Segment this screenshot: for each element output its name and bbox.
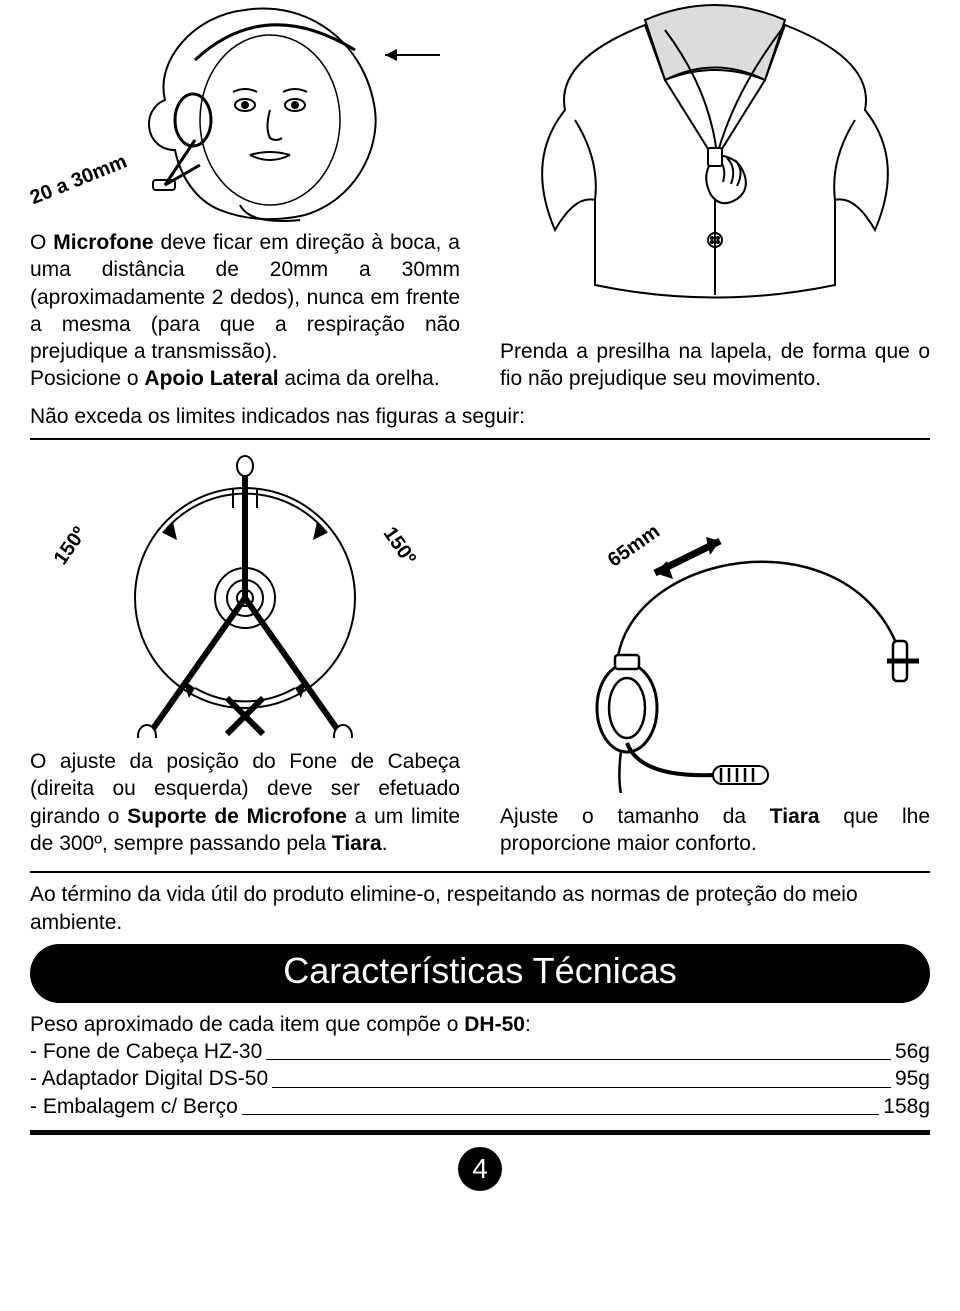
spec-row: - Adaptador Digital DS-50 95g (30, 1065, 930, 1092)
section1-right-text: Prenda a presilha na lapela, de forma qu… (500, 338, 930, 393)
disposal-note: Ao término da vida útil do produto elimi… (30, 881, 930, 936)
spec-label: - Adaptador Digital DS-50 (30, 1065, 268, 1092)
spec-leader (272, 1087, 891, 1088)
spec-label: - Fone de Cabeça HZ-30 (30, 1038, 262, 1065)
section-1-left: 20 a 30mm O Microfone deve ficar em dire… (30, 0, 460, 393)
divider-2 (30, 871, 930, 873)
section2-left-text: O ajuste da posição do Fone de Cabeça (d… (30, 748, 460, 857)
divider-bottom (30, 1130, 930, 1135)
section-2: 150º 150º O ajuste da posição do Fone de… (30, 448, 930, 857)
spec-leader (266, 1059, 891, 1060)
spec-leader (242, 1114, 880, 1115)
figure-head-mic: 20 a 30mm (30, 0, 460, 225)
spec-label: - Embalagem c/ Berço (30, 1093, 238, 1120)
limits-note: Não exceda os limites indicados nas figu… (30, 403, 930, 430)
section2-right-text: Ajuste o tamanho da Tiara que lhe propor… (500, 803, 930, 858)
page-number: 4 (458, 1147, 502, 1191)
spec-value: 158g (883, 1093, 930, 1120)
section1-left-text: O Microfone deve ficar em direção à boca… (30, 229, 460, 393)
specs-table: - Fone de Cabeça HZ-30 56g - Adaptador D… (30, 1038, 930, 1120)
section-1: 20 a 30mm O Microfone deve ficar em dire… (30, 0, 930, 393)
divider-1 (30, 438, 930, 440)
spec-value: 95g (895, 1065, 930, 1092)
spec-value: 56g (895, 1038, 930, 1065)
section-2-right: 65mm Ajuste o tamanho da Tiara que lhe p… (500, 483, 930, 858)
section-1-right: Prenda a presilha na lapela, de forma qu… (500, 0, 930, 393)
figure-tiara-adjust: 65mm (500, 483, 930, 793)
figure-rotation-limits: 150º 150º (30, 448, 460, 738)
figure-shirt-clip (500, 0, 930, 320)
specs-header: Características Técnicas (30, 944, 930, 1003)
spec-row: - Embalagem c/ Berço 158g (30, 1093, 930, 1120)
spec-row: - Fone de Cabeça HZ-30 56g (30, 1038, 930, 1065)
section-2-left: 150º 150º O ajuste da posição do Fone de… (30, 448, 460, 857)
specs-intro: Peso aproximado de cada item que compõe … (30, 1011, 930, 1038)
